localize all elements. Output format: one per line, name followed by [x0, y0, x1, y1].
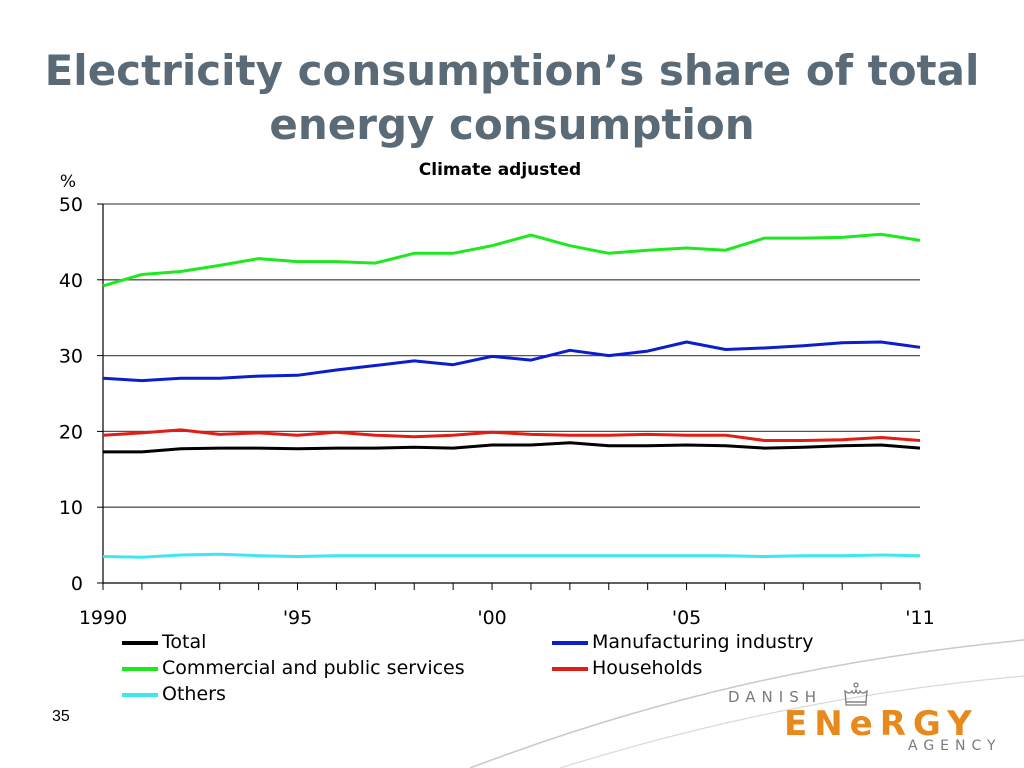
legend-swatch-households	[552, 667, 588, 671]
series-line-manufacturing-industry	[102, 340, 921, 383]
legend-label-manufacturing: Manufacturing industry	[592, 631, 814, 653]
decorative-swoosh-2	[559, 675, 1024, 768]
y-tick-label-50: 50	[59, 194, 83, 216]
crown-icon	[844, 682, 868, 706]
y-tick-label-0: 0	[71, 573, 83, 595]
logo-text-agency: AGENCY	[908, 738, 1002, 754]
series-line-others	[102, 552, 921, 559]
slide-title: Electricity consumption’s share of total…	[0, 44, 1024, 152]
x-tick-label-2011: '11	[905, 607, 934, 629]
chart-title: Climate adjusted	[419, 160, 581, 180]
legend-label-total: Total	[162, 631, 207, 653]
axes: 0 10 20 30 40 50 1990 '95 '00 '05 '11	[59, 194, 935, 629]
series-lines	[102, 232, 921, 559]
legend-label-households: Households	[592, 657, 703, 679]
danish-energy-agency-logo: DANISH ENeRGY AGENCY	[720, 682, 1010, 762]
legend-swatch-others	[122, 693, 158, 697]
series-line-total	[103, 441, 921, 454]
logo-text-energy: ENeRGY	[784, 704, 979, 744]
legend-swatch-manufacturing	[552, 641, 588, 645]
x-tick-label-1995: '95	[283, 607, 312, 629]
legend-label-others: Others	[162, 683, 226, 705]
series-line-commercial-and-public-services	[102, 232, 921, 288]
legend-swatch-total	[122, 641, 158, 645]
y-tick-label-40: 40	[59, 270, 83, 292]
y-tick-label-30: 30	[59, 346, 83, 368]
x-tick-label-2000: '00	[477, 607, 506, 629]
series-line-households	[102, 428, 921, 442]
slide-title-line-2: energy consumption	[269, 100, 755, 149]
x-tick-label-1990: 1990	[79, 607, 127, 629]
slide-title-line-1: Electricity consumption’s share of total	[44, 46, 980, 95]
logo-text-danish: DANISH	[728, 688, 822, 706]
decorative-swoosh-1	[469, 639, 1024, 768]
legend-swatch-commercial	[122, 667, 158, 671]
y-tick-label-20: 20	[59, 421, 83, 443]
page-number: 35	[52, 708, 70, 725]
gridlines	[103, 203, 920, 508]
y-tick-label-10: 10	[59, 497, 83, 519]
y-axis-unit-label: %	[60, 172, 76, 192]
x-tick-label-2005: '05	[672, 607, 701, 629]
legend-label-commercial: Commercial and public services	[162, 657, 465, 679]
